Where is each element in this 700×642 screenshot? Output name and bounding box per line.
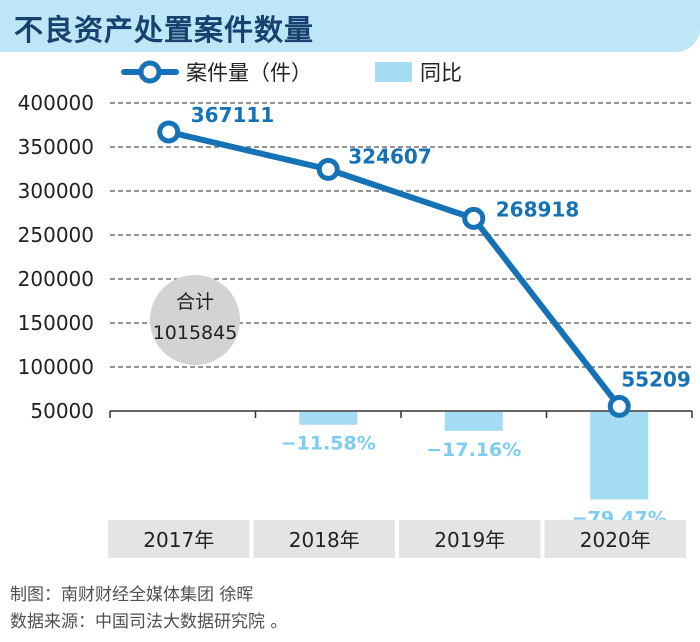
case-count-point	[462, 206, 486, 230]
year-cell	[253, 520, 395, 558]
title-banner: 不良资产处置案件数量	[0, 0, 700, 52]
year-label: 2018年	[289, 528, 360, 552]
yoy-bars	[299, 412, 649, 500]
case-count-point	[607, 394, 631, 418]
year-cell	[399, 520, 541, 558]
yoy-bar-label: −11.58%	[281, 433, 376, 455]
year-cell	[544, 520, 686, 558]
credit-maker: 制图：南财财经全媒体集团 徐晖	[10, 585, 254, 605]
legend-bar-swatch	[375, 62, 412, 82]
case-count-point	[157, 120, 181, 144]
case-count-labels: 367111 324607 268918 55209	[191, 103, 691, 391]
case-count-line	[165, 128, 623, 410]
y-tick-label: 250000	[18, 223, 94, 247]
case-count-label: 55209	[621, 367, 691, 391]
yoy-bar	[590, 412, 649, 500]
case-count-label: 268918	[496, 197, 580, 221]
year-label: 2019年	[434, 528, 505, 552]
case-count-series	[157, 120, 631, 418]
legend-bar-label: 同比	[420, 61, 462, 85]
total-circle	[150, 275, 240, 365]
year-label: 2017年	[143, 528, 214, 552]
legend: 案件量（件） 同比	[121, 60, 462, 85]
year-label: 2020年	[580, 528, 651, 552]
total-label: 合计	[176, 291, 214, 313]
yoy-bar	[444, 412, 503, 431]
yoy-bar-label: −17.16%	[426, 439, 521, 461]
chart-title: 不良资产处置案件数量	[14, 13, 315, 47]
y-tick-label: 150000	[18, 311, 94, 335]
total-bubble: 合计 1015845	[150, 275, 240, 365]
yoy-bar	[299, 412, 358, 425]
y-tick-label: 50000	[30, 399, 94, 423]
y-tick-label: 300000	[18, 179, 94, 203]
case-count-label: 324607	[348, 144, 432, 168]
y-tick-label: 100000	[18, 355, 94, 379]
total-value: 1015845	[153, 322, 238, 344]
legend-line-circle	[138, 60, 162, 84]
year-cell	[108, 520, 250, 558]
y-tick-label: 400000	[18, 91, 94, 115]
x-axis-year-band: 2017年 2018年 2019年 2020年	[108, 520, 686, 558]
credit-source: 数据来源：中国司法大数据研究院 。	[10, 612, 288, 632]
case-count-point	[316, 157, 340, 181]
y-tick-label: 350000	[18, 135, 94, 159]
case-count-label: 367111	[191, 103, 275, 127]
x-axis-ticks	[109, 411, 693, 418]
legend-line-label: 案件量（件）	[186, 61, 312, 85]
y-tick-label: 200000	[18, 267, 94, 291]
y-axis-tick-labels: 400000 350000 300000 250000 200000 150000 1000…	[18, 91, 94, 423]
